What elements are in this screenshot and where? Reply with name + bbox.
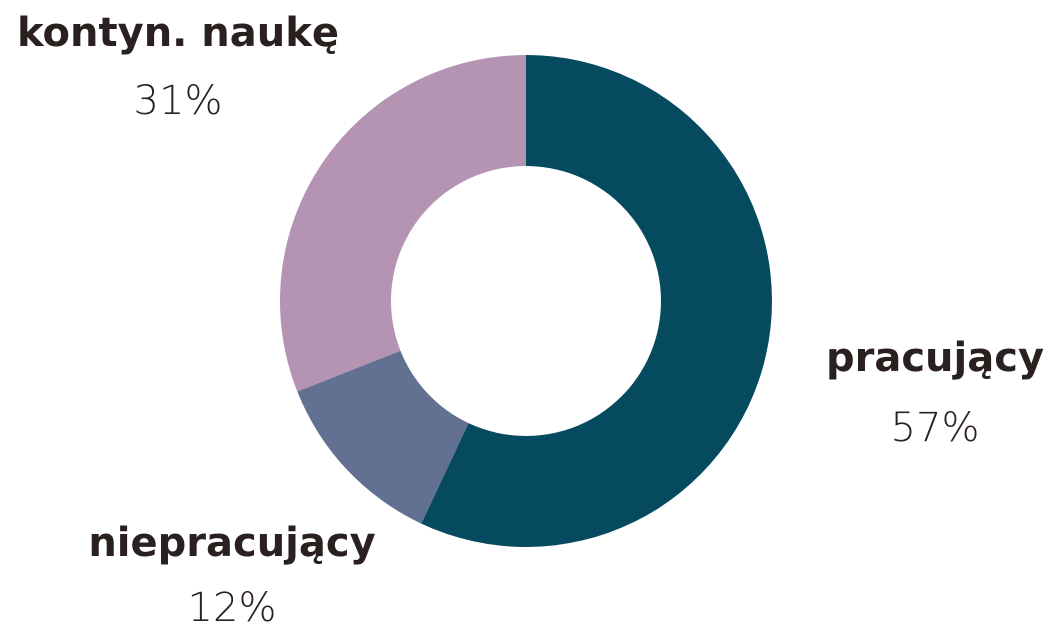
slice-name: niepracujący	[88, 520, 375, 566]
donut-slice	[280, 55, 526, 392]
donut-slice	[297, 350, 469, 524]
slice-value-label: 31%	[134, 78, 223, 124]
slice-name: pracujący	[826, 335, 1044, 381]
slice-name: kontyn. naukę	[17, 10, 339, 56]
donut-slice	[421, 55, 773, 548]
slice-value-label: 57%	[891, 405, 980, 451]
slice-value-label: 12%	[188, 585, 277, 627]
